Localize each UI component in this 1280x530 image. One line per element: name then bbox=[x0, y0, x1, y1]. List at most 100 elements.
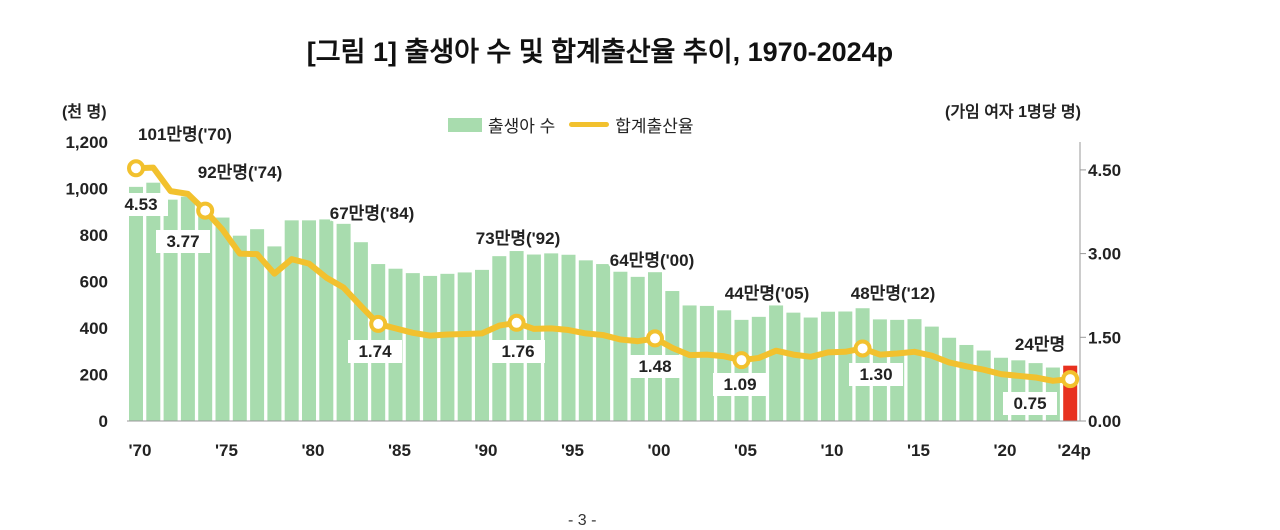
bar-1996 bbox=[578, 260, 593, 421]
bar-2007 bbox=[769, 305, 784, 421]
legend-label-births: 출생아 수 bbox=[488, 117, 556, 136]
x-tick-label: '80 bbox=[302, 441, 325, 460]
left-tick-label: 800 bbox=[80, 226, 108, 245]
left-tick-label: 1,000 bbox=[65, 180, 108, 199]
right-tick-label: 3.00 bbox=[1088, 245, 1121, 264]
right-axis-unit: (가임 여자 1명당 명) bbox=[945, 104, 1081, 121]
bar-2019 bbox=[976, 350, 991, 421]
tfr-label-2005: 1.09 bbox=[723, 375, 756, 394]
x-tick-label: '24p bbox=[1058, 441, 1091, 460]
bar-1990 bbox=[475, 269, 489, 421]
bar-1989 bbox=[457, 272, 472, 421]
bar-1982 bbox=[336, 223, 351, 421]
bar-1971 bbox=[146, 182, 161, 421]
tfr-line bbox=[133, 164, 1074, 384]
right-tick-label: 4.50 bbox=[1088, 161, 1121, 180]
right-tick-label: 1.50 bbox=[1088, 328, 1121, 347]
bar-2008 bbox=[786, 312, 801, 421]
bar-1986 bbox=[405, 273, 420, 421]
tfr-label-bg-2024 bbox=[1003, 392, 1057, 415]
left-tick-label: 1,200 bbox=[65, 133, 108, 152]
tfr-label-bg-1970 bbox=[114, 193, 168, 216]
bar-1970 bbox=[129, 186, 143, 421]
x-tick-label: '85 bbox=[388, 441, 411, 460]
tfr-label-1970: 4.53 bbox=[124, 195, 157, 214]
births-label-2012: 48만명('12) bbox=[851, 284, 935, 303]
bar-2009 bbox=[803, 317, 818, 421]
left-axis-unit: (천 명) bbox=[62, 104, 107, 121]
bar-2003 bbox=[699, 305, 714, 421]
births-label-1970: 101만명('70) bbox=[138, 125, 232, 144]
tfr-marker-2024 bbox=[1061, 370, 1080, 389]
bar-1995 bbox=[561, 254, 576, 421]
bar-1993 bbox=[526, 254, 541, 421]
legend-swatch-tfr bbox=[569, 122, 610, 127]
bar-1981 bbox=[319, 219, 334, 421]
bar-1974 bbox=[198, 206, 213, 421]
births-label-1984: 67만명('84) bbox=[330, 204, 414, 223]
tfr-marker-1970 bbox=[127, 159, 145, 178]
bar-2018 bbox=[959, 344, 974, 421]
bar-1978 bbox=[267, 246, 282, 421]
tfr-label-1992: 1.76 bbox=[501, 342, 534, 361]
bar-1983 bbox=[353, 242, 368, 421]
x-tick-label: '10 bbox=[821, 441, 844, 460]
right-tick-label: 0.00 bbox=[1088, 412, 1121, 431]
births-label-1974: 92만명('74) bbox=[198, 163, 282, 182]
births-label-2005: 44만명('05) bbox=[725, 284, 809, 303]
tfr-marker-1992 bbox=[507, 313, 526, 332]
bar-2015 bbox=[907, 319, 922, 421]
x-tick-label: '05 bbox=[734, 441, 757, 460]
bar-2016 bbox=[924, 326, 939, 421]
tfr-label-bg-1974 bbox=[156, 230, 210, 253]
tfr-label-2024: 0.75 bbox=[1013, 394, 1046, 413]
tfr-label-bg-1992 bbox=[491, 340, 545, 363]
page-number: - 3 - bbox=[568, 512, 597, 529]
tfr-label-bg-2012 bbox=[849, 363, 903, 386]
bar-1987 bbox=[423, 275, 438, 421]
tfr-label-2012: 1.30 bbox=[859, 365, 892, 384]
bar-2006 bbox=[751, 316, 766, 421]
bar-2010 bbox=[821, 311, 835, 421]
bar-1992 bbox=[509, 251, 524, 421]
legend: 출생아 수 합계출산율 bbox=[448, 112, 694, 137]
tfr-label-1974: 3.77 bbox=[166, 232, 199, 251]
left-tick-label: 0 bbox=[99, 412, 108, 431]
bar-1991 bbox=[492, 256, 507, 421]
x-tick-label: '20 bbox=[994, 441, 1017, 460]
bar-1988 bbox=[440, 273, 455, 421]
bar-2017 bbox=[942, 337, 957, 421]
bar-1997 bbox=[596, 264, 611, 421]
tfr-label-bg-1984 bbox=[348, 340, 402, 363]
bar-1975 bbox=[215, 217, 230, 421]
tfr-marker-1984 bbox=[369, 314, 388, 333]
tfr-label-bg-2000 bbox=[628, 355, 682, 378]
x-tick-label: '75 bbox=[215, 441, 238, 460]
bar-1980 bbox=[302, 220, 316, 421]
bar-1979 bbox=[284, 220, 299, 421]
x-tick-label: '90 bbox=[475, 441, 498, 460]
bar-2011 bbox=[838, 311, 853, 421]
bar-1972 bbox=[163, 199, 178, 421]
legend-swatch-births bbox=[448, 117, 482, 132]
tfr-marker-2012 bbox=[853, 339, 872, 358]
chart-title: [그림 1] 출생아 수 및 합계출산율 추이, 1970-2024p bbox=[306, 37, 894, 67]
tfr-label-bg-2005 bbox=[713, 373, 767, 396]
tfr-label-1984: 1.74 bbox=[358, 342, 392, 361]
bar-2004 bbox=[717, 310, 732, 421]
x-tick-label: '95 bbox=[561, 441, 584, 460]
bar-1976 bbox=[232, 235, 247, 421]
births-label-1992: 73만명('92) bbox=[476, 229, 560, 248]
x-tick-label: '15 bbox=[907, 441, 930, 460]
tfr-label-2000: 1.48 bbox=[638, 357, 671, 376]
left-tick-label: 200 bbox=[80, 366, 108, 385]
bar-1994 bbox=[544, 253, 559, 421]
legend-label-tfr: 합계출산율 bbox=[615, 117, 694, 136]
x-tick-label: '70 bbox=[129, 441, 152, 460]
left-tick-label: 400 bbox=[80, 319, 108, 338]
births-label-2024: 24만명 bbox=[1015, 335, 1065, 354]
tfr-marker-2000 bbox=[646, 329, 664, 348]
births-label-2000: 64만명('00) bbox=[610, 251, 694, 270]
